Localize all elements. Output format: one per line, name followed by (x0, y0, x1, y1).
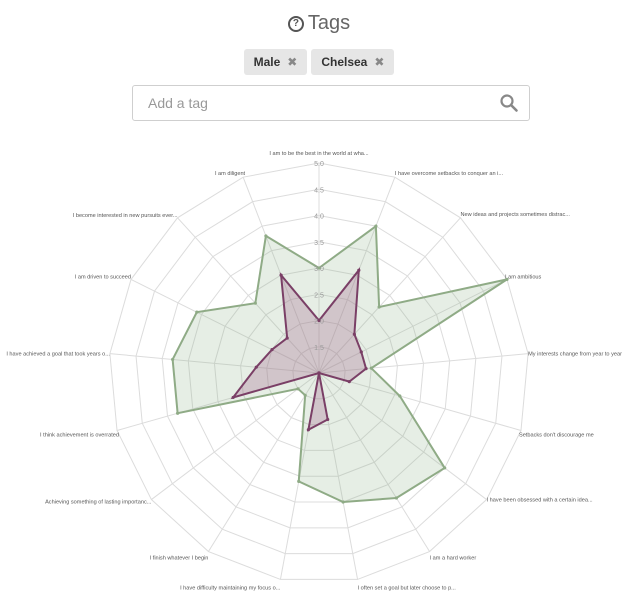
tag-search-box (132, 85, 530, 121)
tick-label: 5.0 (314, 161, 324, 168)
data-point (505, 277, 509, 281)
grid-spoke (208, 372, 320, 552)
data-point (341, 500, 345, 504)
data-point (394, 496, 398, 500)
data-point (171, 357, 175, 362)
data-point (279, 273, 283, 277)
help-circle-icon[interactable]: ? (287, 16, 304, 32)
tag-label: Chelsea (321, 55, 368, 69)
grid-ring (187, 241, 451, 503)
axis-label: I finish whatever I begin (150, 556, 209, 562)
grid-spoke (318, 217, 461, 374)
axis-label: My interests change from year to year (528, 352, 622, 358)
grid-spoke (318, 177, 396, 374)
remove-tag-icon[interactable]: ✖ (374, 55, 385, 69)
grid-spoke (177, 217, 320, 374)
tag-label: Male (253, 55, 281, 69)
data-point (317, 318, 321, 323)
data-point (359, 350, 363, 354)
tick-label: 4.5 (314, 187, 324, 194)
grid-spoke (318, 372, 430, 552)
axis-label: I have overcome setbacks to conquer an i… (395, 171, 504, 177)
data-point (364, 367, 368, 371)
data-point (377, 305, 381, 309)
data-point (317, 371, 321, 375)
grid-spoke (318, 372, 522, 431)
search-icon[interactable] (499, 93, 519, 113)
axis-label: I think achievement is overrated (40, 432, 119, 438)
grid-ring (240, 293, 398, 451)
data-point (347, 380, 351, 384)
axis-label: I am to be the best in the world at wha.… (269, 151, 369, 157)
page-title: Tags (307, 12, 351, 34)
data-point (254, 365, 258, 369)
data-point (303, 393, 307, 397)
tick-label: 4.0 (314, 214, 324, 221)
axis-label: I am a hard worker (430, 556, 477, 562)
tag-chip-male: Male ✖ (243, 49, 308, 75)
axis-label: I am diligent (215, 171, 246, 177)
data-point (285, 336, 289, 340)
tick-label: 3.5 (314, 240, 324, 247)
series-area-0 (171, 224, 508, 504)
axis-label: Setbacks don't discourage me (519, 432, 594, 438)
axis-label: I am ambitious (505, 274, 542, 280)
axis-label: I am driven to succeed (75, 274, 131, 280)
grid-spoke (109, 353, 320, 374)
data-point (253, 301, 257, 305)
axis-label: Achieving something of lasting importanc… (45, 500, 152, 506)
tag-list: Male ✖ Chelsea ✖ (0, 49, 638, 75)
grid-ring (161, 214, 477, 529)
grid-ring (213, 267, 425, 477)
grid-spoke (318, 353, 529, 374)
data-point (296, 387, 300, 391)
remove-tag-icon[interactable]: ✖ (287, 55, 298, 69)
grid-ring (135, 188, 503, 555)
axis-label: I have been obsessed with a certain idea… (487, 498, 593, 504)
axis-label: I have achieved a goal that took years o… (6, 352, 110, 358)
data-point (317, 266, 321, 270)
data-point (443, 466, 447, 470)
grid-spoke (318, 278, 508, 374)
grid-spoke (130, 278, 320, 374)
page-header: ? Tags (0, 12, 638, 35)
data-point (264, 234, 268, 238)
axis-label: I become interested in new pursuits ever… (73, 213, 178, 219)
data-point (176, 411, 180, 415)
grid-spoke (318, 372, 487, 500)
data-point (297, 479, 301, 483)
data-point (357, 268, 361, 272)
data-point (306, 428, 310, 432)
tick-label: 2.0 (314, 319, 324, 326)
data-point (326, 417, 330, 422)
tick-label: 3.0 (314, 266, 324, 273)
grid-spoke (151, 372, 320, 500)
series-area-1 (230, 267, 368, 432)
data-point (231, 395, 235, 400)
data-point (270, 347, 274, 352)
axis-label: I often set a goal but later choose to p… (358, 585, 457, 591)
tick-label: 1.5 (314, 345, 324, 352)
tag-chip-chelsea: Chelsea ✖ (311, 49, 395, 75)
data-point (374, 224, 378, 228)
axis-label: New ideas and projects sometimes distrac… (460, 212, 570, 218)
data-point (369, 366, 373, 370)
data-point (398, 394, 402, 398)
data-point (352, 332, 356, 336)
data-point (195, 310, 199, 314)
axis-label: I have difficulty maintaining my focus o… (180, 585, 281, 591)
add-tag-input[interactable] (146, 87, 499, 119)
grid-ring (292, 346, 346, 400)
tick-label: 2.5 (314, 292, 324, 299)
grid-ring (109, 162, 529, 580)
